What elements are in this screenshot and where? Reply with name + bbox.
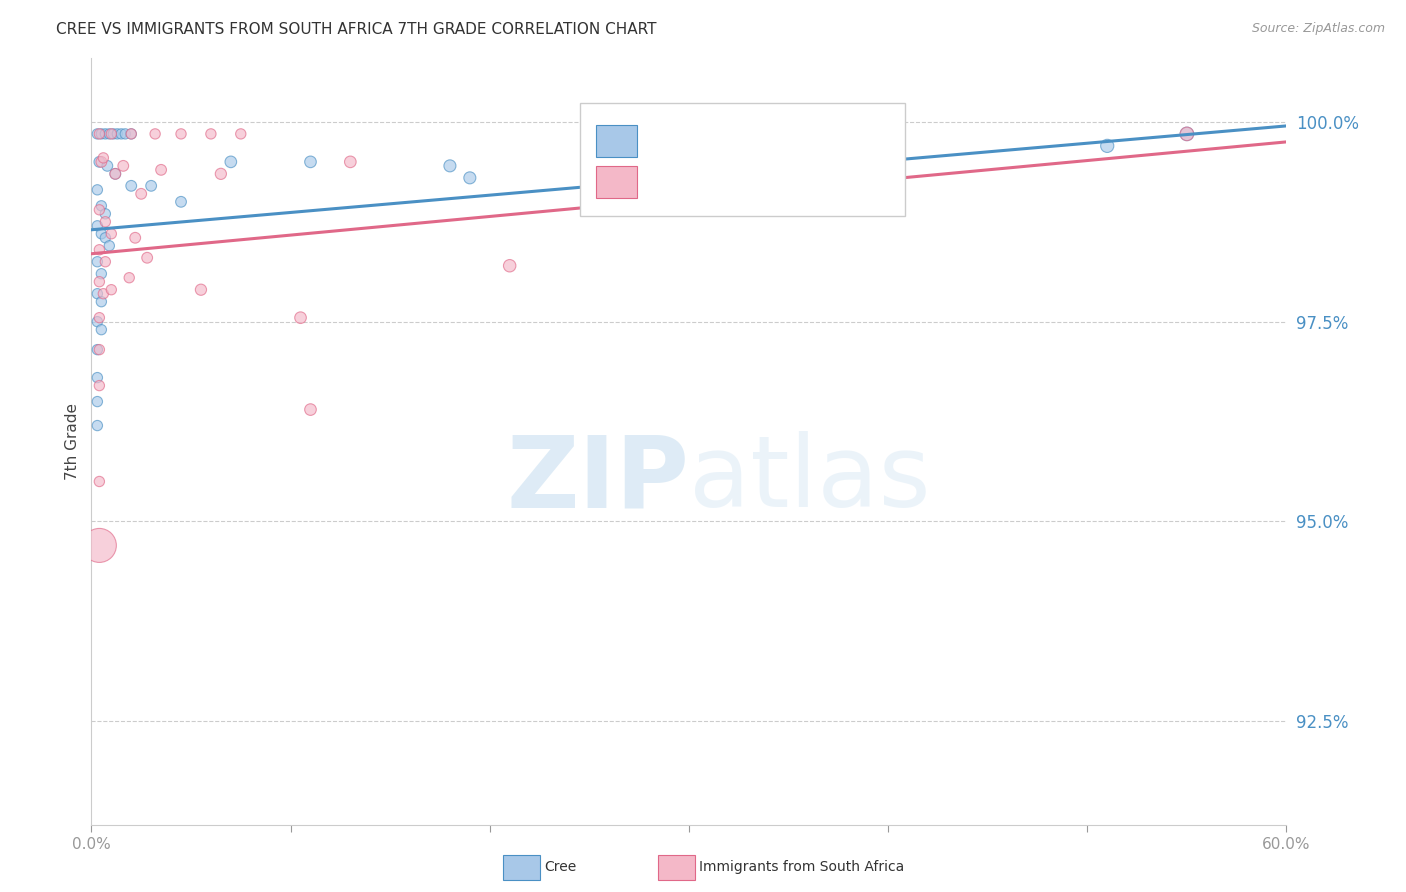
Point — [86, 315, 108, 329]
Point — [439, 159, 461, 173]
Point — [89, 154, 111, 169]
Point — [498, 259, 520, 273]
Point — [90, 154, 112, 169]
Text: ZIP: ZIP — [506, 432, 689, 528]
Point — [124, 231, 146, 245]
Point — [98, 127, 121, 141]
Point — [94, 127, 117, 141]
Point — [89, 310, 111, 325]
Text: R = 0.403   N = 36: R = 0.403 N = 36 — [645, 173, 830, 192]
Point — [619, 146, 641, 161]
Point — [90, 199, 112, 213]
Point — [86, 286, 108, 301]
Point — [89, 343, 111, 357]
Point — [1175, 127, 1198, 141]
Point — [209, 167, 232, 181]
Point — [89, 243, 111, 257]
Point — [141, 178, 162, 193]
Point — [86, 343, 108, 357]
Point — [86, 418, 108, 433]
Text: CREE VS IMMIGRANTS FROM SOUTH AFRICA 7TH GRADE CORRELATION CHART: CREE VS IMMIGRANTS FROM SOUTH AFRICA 7TH… — [56, 22, 657, 37]
Point — [86, 394, 108, 409]
Point — [136, 251, 159, 265]
Point — [90, 267, 112, 281]
Point — [89, 275, 111, 289]
Point — [96, 159, 118, 173]
Point — [112, 159, 135, 173]
Text: R = 0.448   N = 40: R = 0.448 N = 40 — [645, 132, 830, 150]
Point — [1097, 139, 1119, 153]
Point — [93, 286, 114, 301]
Point — [89, 202, 111, 217]
Point — [737, 151, 759, 165]
Point — [299, 402, 322, 417]
Point — [104, 167, 127, 181]
Point — [219, 154, 242, 169]
Point — [150, 162, 173, 177]
Point — [90, 127, 112, 141]
Point — [1175, 127, 1198, 141]
Y-axis label: 7th Grade: 7th Grade — [65, 403, 80, 480]
Text: atlas: atlas — [689, 432, 931, 528]
Point — [143, 127, 166, 141]
Text: Cree: Cree — [544, 860, 576, 874]
Point — [90, 323, 112, 337]
Point — [98, 239, 121, 253]
Point — [94, 207, 117, 221]
Text: Immigrants from South Africa: Immigrants from South Africa — [699, 860, 904, 874]
Point — [190, 283, 212, 297]
Point — [90, 227, 112, 241]
Point — [114, 127, 136, 141]
Point — [89, 378, 111, 392]
Point — [299, 154, 322, 169]
Point — [94, 215, 117, 229]
Point — [94, 254, 117, 268]
Point — [120, 127, 142, 141]
Point — [86, 370, 108, 384]
Point — [89, 475, 111, 489]
Point — [118, 270, 141, 285]
Point — [110, 127, 132, 141]
Point — [103, 127, 125, 141]
Point — [290, 310, 312, 325]
Point — [120, 127, 142, 141]
Point — [86, 254, 108, 268]
Point — [339, 154, 361, 169]
Point — [89, 538, 111, 552]
Point — [200, 127, 222, 141]
Point — [86, 127, 108, 141]
Point — [100, 283, 122, 297]
Point — [93, 151, 114, 165]
Point — [86, 183, 108, 197]
Point — [100, 227, 122, 241]
Point — [86, 219, 108, 233]
Point — [100, 127, 122, 141]
Point — [170, 127, 193, 141]
Point — [90, 294, 112, 309]
Point — [129, 186, 152, 201]
Point — [104, 167, 127, 181]
Point — [105, 127, 128, 141]
Text: Source: ZipAtlas.com: Source: ZipAtlas.com — [1251, 22, 1385, 36]
Point — [120, 178, 142, 193]
Point — [458, 170, 481, 185]
Point — [89, 127, 111, 141]
Point — [94, 231, 117, 245]
Point — [170, 194, 193, 209]
Point — [229, 127, 252, 141]
